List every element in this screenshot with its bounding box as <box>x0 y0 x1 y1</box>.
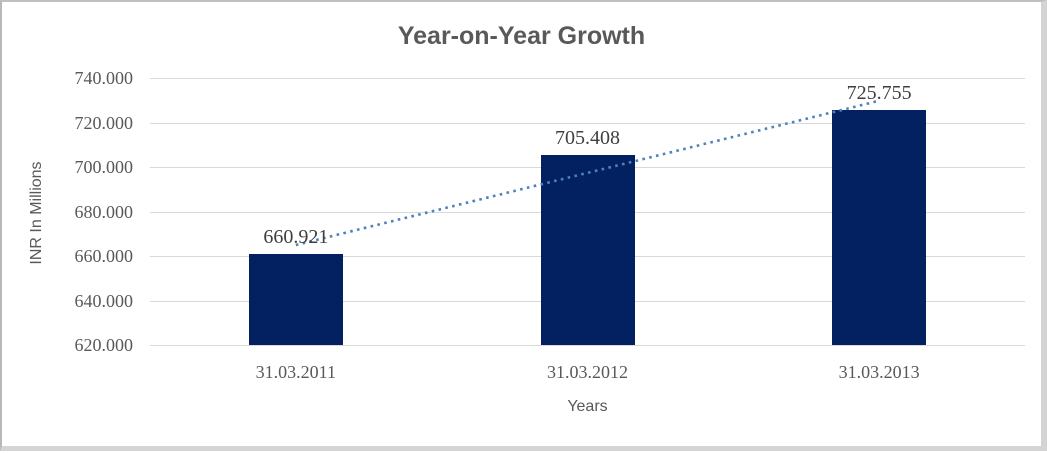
chart-title: Year-on-Year Growth <box>397 22 646 50</box>
data-label: 725.755 <box>846 81 912 104</box>
gridline <box>150 78 1025 79</box>
gridline <box>150 345 1025 346</box>
y-axis-tick-label: 680.000 <box>74 201 134 222</box>
data-label: 660.921 <box>263 225 329 248</box>
x-axis-tick-label: 31.03.2013 <box>838 362 920 382</box>
y-axis-tick-label: 640.000 <box>74 290 134 311</box>
y-axis-tick-label: 740.000 <box>74 68 134 88</box>
data-label: 705.408 <box>555 126 620 149</box>
x-axis-title: Years <box>567 398 608 415</box>
y-axis-tick-label: 720.000 <box>74 112 134 133</box>
y-axis-tick-label: 620.000 <box>74 335 134 355</box>
bar <box>540 154 635 345</box>
y-axis-tick-label: 700.000 <box>74 157 134 177</box>
y-axis-tick-label: 660.000 <box>74 246 134 266</box>
bar <box>832 109 927 345</box>
x-axis-tick-label: 31.03.2011 <box>255 362 336 382</box>
x-axis-tick-label: 31.03.2012 <box>547 362 628 382</box>
bar <box>248 253 343 345</box>
